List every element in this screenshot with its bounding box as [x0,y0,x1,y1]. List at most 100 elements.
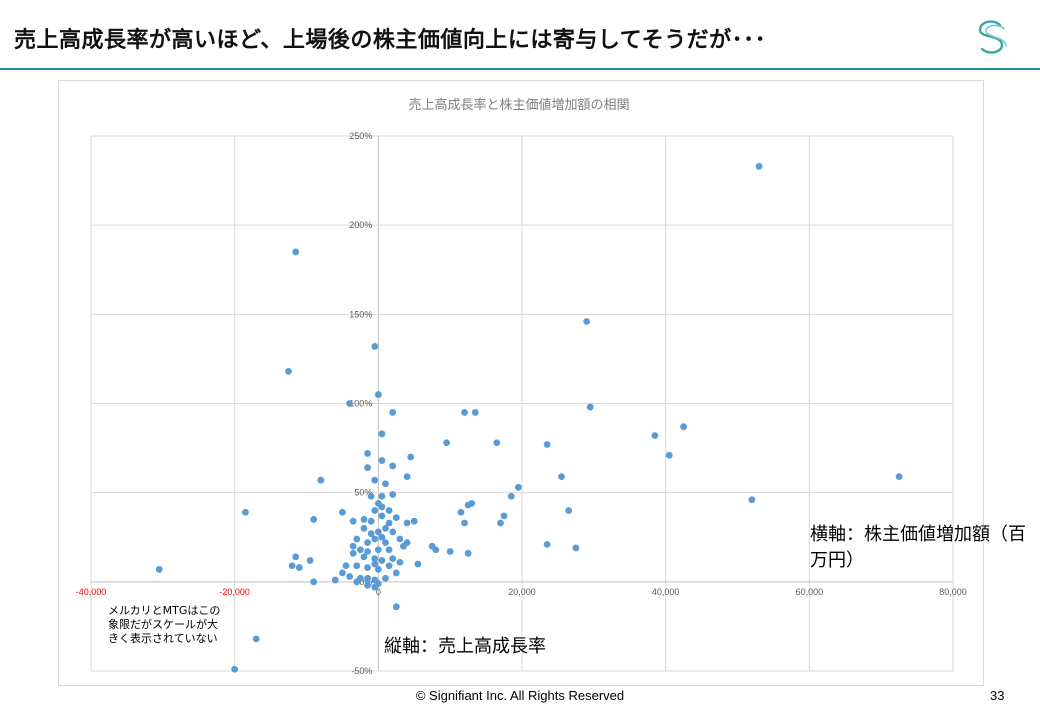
data-point [385,507,393,514]
data-point [583,318,591,325]
data-point [565,507,573,514]
data-point [461,409,468,416]
data-point [292,553,300,561]
data-point [515,483,522,491]
slide-title: 売上高成長率が高いほど、上場後の株主価値向上には寄与してそうだが･･･ [14,28,767,53]
data-point [360,516,368,523]
chart-title: 売上高成長率と株主価値増加額の相関 [408,97,629,113]
data-point [367,530,375,538]
data-point [374,528,382,536]
page-number: 33 [990,688,1005,703]
data-point [378,512,386,520]
data-point [543,540,551,548]
data-point [755,162,763,170]
data-point [385,519,393,527]
data-point [392,569,400,577]
signifiant-s-logo-icon [978,20,1007,54]
data-point [242,508,249,516]
data-point [356,546,364,554]
data-point [371,507,379,514]
data-point [371,535,379,543]
chart-frame: 売上高成長率と株主価値増加額の相関 -40,000 -20,000 0 20,000 4… [58,80,984,686]
data-point [378,533,386,541]
data-point [572,544,580,552]
data-point [400,542,407,550]
data-point [374,580,382,588]
annotation-note: メルカリとMTGはこの象限だがスケールが大きく表示されていない [108,604,221,645]
x-tick-label: 80,000 [939,587,967,597]
data-point [364,464,371,472]
data-point [651,432,659,439]
data-point [464,549,472,557]
data-point [443,439,450,447]
x-tick-label: 0 [376,587,381,597]
data-point [231,665,239,673]
data-point [407,453,415,461]
data-point [339,508,346,516]
data-point [446,548,454,555]
data-point [389,555,397,563]
data-point [389,528,397,536]
data-point [342,562,350,570]
data-point [392,603,400,611]
data-point [382,574,389,582]
data-point [432,546,440,554]
data-point [317,476,325,484]
y-tick-label: 150% [349,309,372,319]
data-point [364,548,371,555]
data-point [500,512,508,520]
data-point [378,557,386,564]
data-point [371,343,379,350]
y-tick-label: 100% [349,399,372,409]
data-point [457,508,465,516]
data-point [471,409,479,416]
data-point [410,517,418,525]
data-point [310,516,318,523]
data-point [364,582,371,589]
x-tick-label: 60,000 [796,587,824,597]
data-point [378,503,386,511]
data-point [367,517,375,525]
data-point [295,564,303,571]
data-point [371,476,379,484]
data-point [389,409,397,416]
data-point [353,562,361,570]
data-point [507,492,515,500]
data-point [396,535,404,543]
data-point [665,451,673,459]
data-point [349,549,357,557]
data-point [382,524,389,532]
data-point [346,400,353,407]
data-point [360,524,368,532]
y-tick-label: 250% [349,131,372,141]
data-point [385,546,393,554]
y-tick-label: 200% [349,220,372,230]
data-point [374,546,382,554]
data-point [364,539,371,546]
data-point [310,578,318,586]
data-point [353,535,361,543]
data-point [468,499,476,507]
data-point [331,576,339,584]
x-tick-label: 20,000 [508,587,536,597]
scatter-chart: 売上高成長率と株主価値増加額の相関 -40,000 -20,000 0 20,000 4… [76,97,967,676]
data-point [346,573,353,580]
data-point [403,519,411,527]
y-tick-label: 0% [359,577,372,587]
x-tick-label: 40,000 [652,587,680,597]
y-tick-label: -50% [351,666,372,676]
y-tick-label: 50% [354,488,372,498]
data-point [367,492,375,500]
data-point [364,450,371,457]
data-point [339,569,346,577]
data-point [288,562,296,570]
data-point [558,473,565,481]
data-point [396,558,404,566]
data-point [378,492,386,500]
data-point [285,368,292,375]
data-point [389,462,397,470]
data-point [461,519,468,527]
data-point [385,562,393,570]
y-axis-label: 縦軸：売上高成長率 [384,636,546,657]
data-point [349,542,357,550]
